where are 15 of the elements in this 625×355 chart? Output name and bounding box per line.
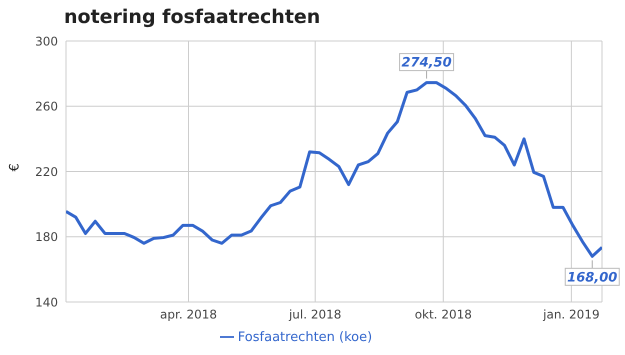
y-tick-label: 140 [35,295,58,310]
x-tick-label: jul. 2018 [288,308,342,322]
x-tick-label: okt. 2018 [414,308,472,322]
y-tick-label: 220 [35,164,58,179]
legend-label: Fosfaatrechten (koe) [238,330,372,345]
data-label: 168,00 [567,270,618,286]
chart-title: notering fosfaatrechten [64,6,320,28]
x-tick-label: jan. 2019 [542,308,600,322]
y-tick-label: 260 [35,100,58,114]
x-tick-label: apr. 2018 [160,308,218,322]
y-tick-label: 300 [35,34,58,48]
data-label: 274,50 [401,56,452,71]
y-tick-label: 180 [35,230,58,244]
y-axis-title: € [8,163,23,172]
line-series [66,81,602,258]
